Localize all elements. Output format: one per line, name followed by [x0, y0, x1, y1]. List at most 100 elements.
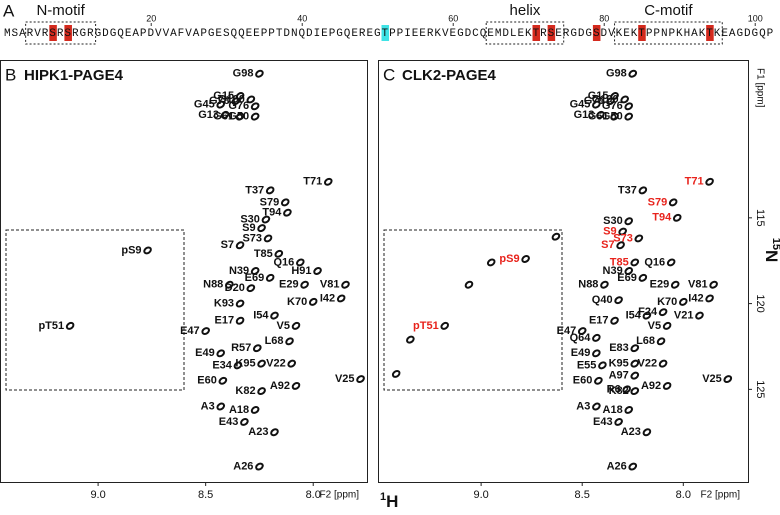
peak — [630, 344, 640, 353]
element: N — [762, 250, 780, 262]
peak — [662, 381, 672, 390]
peak-label: K70 — [657, 296, 677, 308]
peak-label: V5 — [277, 320, 290, 332]
peak — [610, 112, 619, 121]
peak-label: S73 — [613, 232, 633, 244]
peak-label: G13 — [198, 109, 219, 121]
peak — [255, 69, 264, 78]
peak — [308, 297, 318, 306]
peak — [263, 234, 273, 243]
motif-box — [25, 21, 97, 45]
peak — [464, 280, 474, 289]
peak — [628, 69, 638, 78]
peak-label: A3 — [576, 400, 590, 412]
peak — [235, 112, 245, 121]
x-tick-label: 8.0 — [676, 489, 691, 501]
peak-label: Q16 — [274, 256, 295, 268]
motif-box — [614, 21, 723, 45]
peak-label: I54 — [253, 310, 269, 322]
peak — [606, 97, 615, 106]
peak — [624, 112, 634, 121]
peak — [624, 102, 634, 111]
peak-label: A23 — [621, 426, 641, 438]
ruler-label: 40 — [297, 13, 307, 23]
peak — [592, 333, 601, 342]
peak — [300, 280, 309, 289]
peak-label: pT51 — [38, 320, 64, 332]
peak — [642, 428, 652, 437]
peak — [695, 311, 704, 320]
peak-label: V25 — [702, 373, 722, 385]
peak — [246, 284, 256, 293]
peak-label: T85 — [610, 256, 629, 268]
peak — [250, 112, 260, 121]
peak — [285, 337, 294, 346]
panel-letter: C — [383, 65, 395, 84]
peak — [252, 344, 262, 353]
panel-frame — [0, 60, 368, 483]
peak — [391, 369, 401, 378]
peak-label: G61 — [213, 111, 234, 123]
peak-label: E69 — [245, 272, 265, 284]
peak-label: A26 — [233, 460, 253, 472]
residue-highlight — [547, 25, 556, 41]
peak — [280, 198, 290, 207]
residue-highlight — [592, 25, 601, 41]
peak — [246, 95, 256, 104]
peak — [143, 246, 152, 255]
peak — [291, 321, 301, 330]
peak — [265, 186, 275, 195]
x-tick-label: 8.5 — [198, 489, 213, 501]
peak-label: S79 — [260, 196, 280, 208]
residue-highlight — [638, 25, 646, 41]
peak — [622, 385, 631, 394]
peak — [486, 258, 496, 267]
peak — [216, 100, 226, 109]
peak — [296, 258, 305, 267]
peak — [614, 296, 623, 305]
peak-label: K95 — [609, 358, 629, 370]
peak-label: K82 — [235, 385, 255, 397]
peak — [624, 405, 634, 414]
peak — [638, 186, 648, 195]
peak-label: E29 — [650, 279, 670, 291]
peak-label: Q64 — [570, 332, 592, 344]
peak-label: E47 — [180, 325, 200, 337]
panel-title: HIPK1-PAGE4 — [24, 67, 124, 84]
peak-label: S7 — [601, 239, 614, 251]
peak-label: G76 — [602, 100, 623, 112]
peak — [723, 375, 733, 384]
peak — [668, 198, 678, 207]
peak-label: A92 — [270, 380, 290, 392]
peak-label: E17 — [214, 315, 234, 327]
peak-label: G98 — [606, 68, 627, 80]
peak — [630, 359, 640, 368]
peak-label: I42 — [688, 292, 703, 304]
panel-letter: B — [5, 65, 16, 84]
peak-label: G45 — [194, 99, 215, 111]
x-nucleus: 1H — [380, 491, 398, 512]
peak-label: A97 — [609, 370, 629, 382]
peak-label: T94 — [652, 212, 672, 224]
peak-label: E69 — [617, 272, 637, 284]
peak — [220, 110, 230, 119]
peak — [250, 102, 260, 111]
peak — [624, 267, 634, 275]
peak-label: A92 — [641, 380, 661, 392]
peak — [265, 273, 275, 282]
peak — [594, 376, 603, 385]
peak-label: R57 — [231, 342, 251, 354]
y-tick-label: 125 — [754, 380, 766, 398]
sequence: MSARVRSRSRGRGDGQEAPDVVAFVAPGESQQEEPPTDNQ… — [4, 28, 774, 40]
peak — [250, 405, 260, 414]
residue-highlight — [532, 25, 541, 41]
peak — [283, 208, 292, 217]
peak — [216, 349, 226, 358]
peak-label: E83 — [609, 342, 629, 354]
peak-label: G76 — [228, 100, 249, 112]
peak-label: G15 — [213, 90, 234, 102]
motif-label: C-motif — [644, 2, 693, 19]
y-tick-label: 115 — [754, 209, 766, 227]
peak-label: E29 — [279, 279, 299, 291]
